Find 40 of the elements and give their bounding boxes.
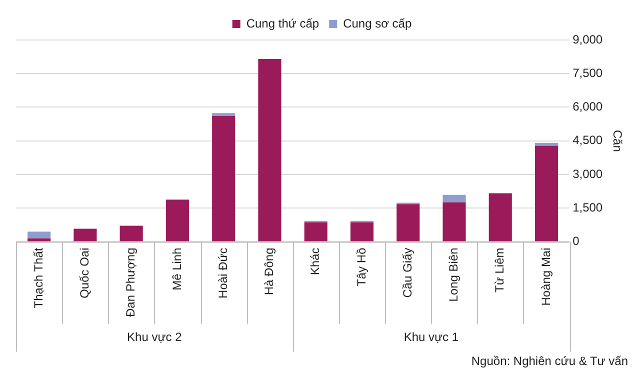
bar — [350, 222, 374, 242]
bar — [120, 226, 143, 242]
x-tick-label: Hoài Đức — [216, 248, 230, 298]
y-tick-label: 6,000 — [572, 100, 603, 114]
y-tick-label: 7,500 — [572, 66, 603, 80]
bar — [488, 193, 512, 242]
x-tick-label: Cầu Giấy — [400, 248, 414, 298]
y-tick-label: 3,000 — [572, 166, 603, 181]
y-tick-label: 1,500 — [572, 200, 603, 214]
bar — [212, 113, 236, 116]
bar — [534, 142, 558, 146]
legend-label: Cung thứ cấp — [246, 16, 320, 30]
text: Nguồn: Nghiên cứu & Tư vấn — [471, 354, 628, 368]
bar — [212, 116, 236, 242]
text: Khu vực 2 — [127, 330, 182, 344]
bar — [258, 59, 282, 242]
y-tick-label: 4,500 — [572, 133, 603, 148]
x-tick-label: Tây Hồ — [354, 247, 368, 286]
bar — [74, 228, 97, 242]
bar — [304, 222, 328, 242]
x-tick-label: Hà Đông — [262, 248, 276, 296]
bar — [442, 194, 466, 202]
x-tick-label: Từ Liêm — [492, 248, 507, 292]
bar — [28, 232, 51, 238]
text: Khu vực 1 — [404, 330, 459, 344]
bar — [166, 200, 189, 242]
y-tick-label: 9,000 — [572, 32, 603, 46]
x-tick-label: Khác — [308, 248, 322, 276]
y-axis-title: Căn — [610, 130, 624, 152]
legend-label: Cung sơ cấp — [343, 16, 412, 30]
bar — [442, 202, 466, 242]
x-tick-label: Thạch Thất — [31, 247, 46, 308]
x-tick-label: Mê Linh — [170, 248, 184, 290]
bar — [396, 204, 420, 242]
x-tick-label: Đan Phượng — [124, 248, 138, 318]
x-tick-label: Long Biên — [446, 248, 461, 302]
x-tick-label: Quốc Oai — [78, 248, 92, 298]
x-tick-label: Hoàng Mai — [538, 248, 553, 306]
y-tick-label: 0 — [572, 234, 580, 248]
bar — [534, 146, 558, 242]
